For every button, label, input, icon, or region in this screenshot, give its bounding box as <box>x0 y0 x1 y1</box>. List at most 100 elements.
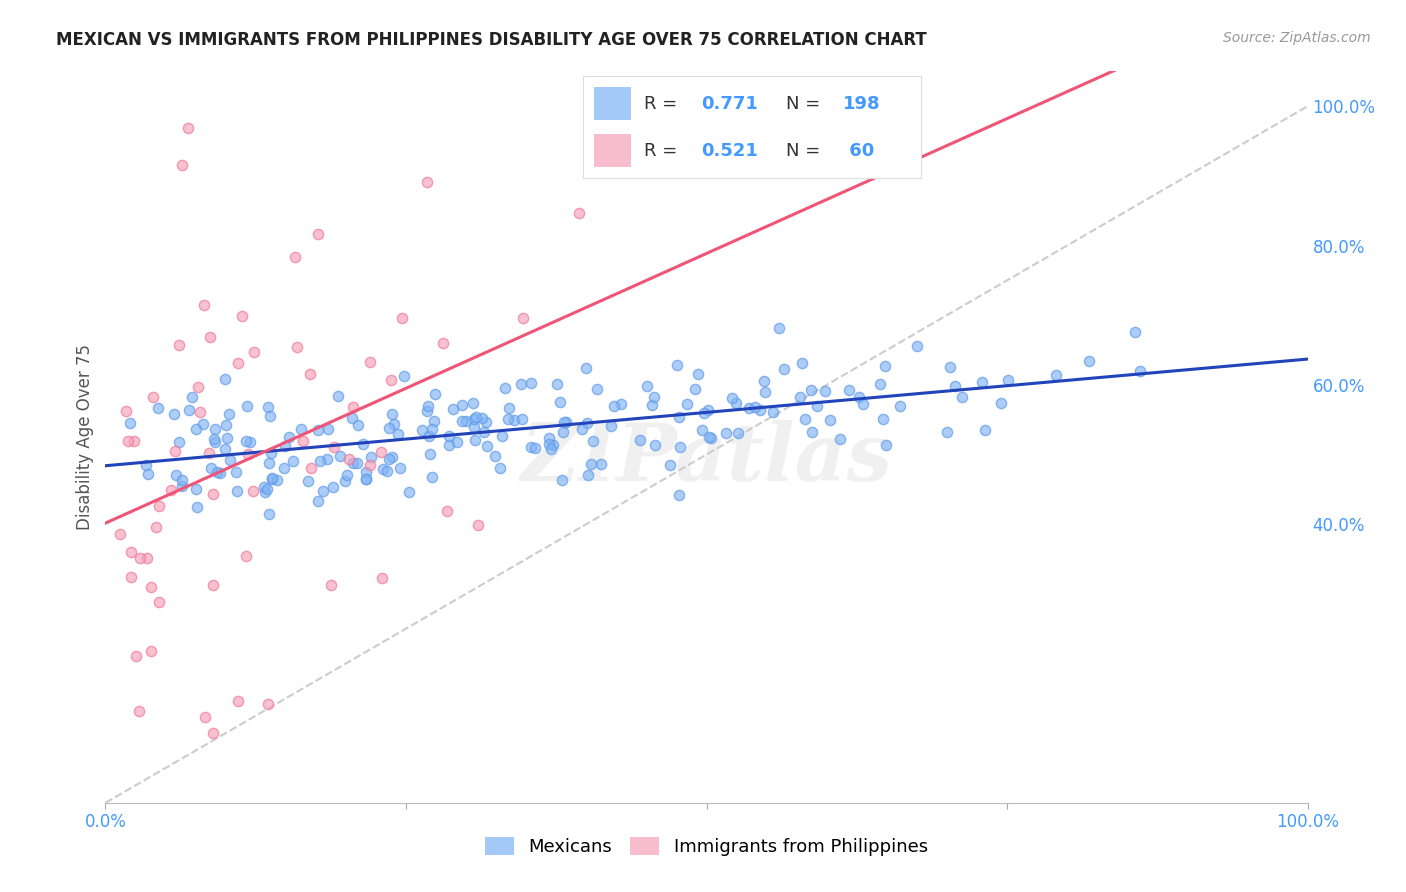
Point <box>262 471 284 485</box>
Text: Source: ZipAtlas.com: Source: ZipAtlas.com <box>1223 31 1371 45</box>
Point <box>191 417 214 432</box>
Point <box>262 472 284 486</box>
Point <box>231 309 253 323</box>
Point <box>727 426 749 441</box>
Point <box>205 466 228 480</box>
Point <box>165 444 187 458</box>
Point <box>582 434 605 448</box>
Point <box>170 473 193 487</box>
Point <box>260 446 283 460</box>
Point <box>721 392 744 406</box>
Point <box>188 405 211 419</box>
Point <box>226 694 249 708</box>
Point <box>316 452 339 467</box>
Point <box>1077 353 1099 368</box>
Point <box>512 310 534 325</box>
Point <box>697 430 720 444</box>
Point <box>553 416 575 430</box>
Point <box>284 250 307 264</box>
Point <box>323 440 346 454</box>
Point <box>290 422 312 436</box>
Point <box>342 400 364 414</box>
Point <box>541 438 564 452</box>
Point <box>382 417 405 432</box>
Point <box>373 462 395 476</box>
Point <box>472 425 495 439</box>
Point <box>114 404 136 418</box>
Point <box>346 456 368 470</box>
Point <box>120 544 142 558</box>
Point <box>214 417 236 432</box>
Point <box>356 472 378 486</box>
Point <box>997 373 1019 387</box>
Point <box>342 456 364 470</box>
Point <box>790 356 813 370</box>
Point <box>387 427 409 442</box>
Point <box>378 452 401 467</box>
Point <box>423 414 446 428</box>
Point <box>273 439 295 453</box>
Point <box>129 551 152 566</box>
Point <box>503 413 526 427</box>
Point <box>125 649 148 664</box>
Point <box>575 417 598 431</box>
Point <box>837 383 859 397</box>
Point <box>218 407 240 421</box>
Point <box>139 643 162 657</box>
Point <box>463 420 485 434</box>
Point <box>242 483 264 498</box>
Point <box>370 444 392 458</box>
Point <box>163 407 186 421</box>
Point <box>970 375 993 389</box>
Point <box>201 577 224 591</box>
Point <box>256 400 278 414</box>
Text: ZIPatlas: ZIPatlas <box>520 420 893 498</box>
Point <box>142 390 165 404</box>
Point <box>204 435 226 450</box>
Point <box>193 298 215 312</box>
Point <box>668 487 690 501</box>
Point <box>181 390 204 404</box>
Point <box>575 360 598 375</box>
Point <box>538 437 561 451</box>
Point <box>875 438 897 452</box>
Point <box>243 345 266 359</box>
Point <box>523 442 546 456</box>
Point <box>141 580 163 594</box>
Point <box>579 457 602 471</box>
Legend: Mexicans, Immigrants from Philippines: Mexicans, Immigrants from Philippines <box>478 830 935 863</box>
Point <box>451 398 474 412</box>
Point <box>148 595 170 609</box>
Point <box>354 465 377 479</box>
Point <box>326 389 349 403</box>
Point <box>419 447 441 461</box>
Point <box>319 578 342 592</box>
Point <box>498 401 520 416</box>
Point <box>201 486 224 500</box>
Point <box>510 412 533 426</box>
Point <box>307 493 329 508</box>
Point <box>354 472 377 486</box>
Point <box>167 435 190 450</box>
Point <box>484 449 506 463</box>
Point <box>889 399 911 413</box>
Point <box>167 337 190 351</box>
Point <box>641 398 664 412</box>
Point <box>591 458 613 472</box>
Point <box>465 409 488 424</box>
Point <box>714 425 737 440</box>
Point <box>381 407 404 421</box>
Point <box>643 390 665 404</box>
Point <box>312 483 335 498</box>
Point <box>209 466 232 480</box>
Point <box>198 445 221 459</box>
Point <box>768 321 790 335</box>
Point <box>217 431 239 445</box>
Point <box>117 434 139 448</box>
Text: R =: R = <box>644 142 683 160</box>
Point <box>370 571 392 585</box>
Point <box>299 461 322 475</box>
Point <box>738 401 761 415</box>
Point <box>813 384 835 398</box>
Point <box>1129 364 1152 378</box>
